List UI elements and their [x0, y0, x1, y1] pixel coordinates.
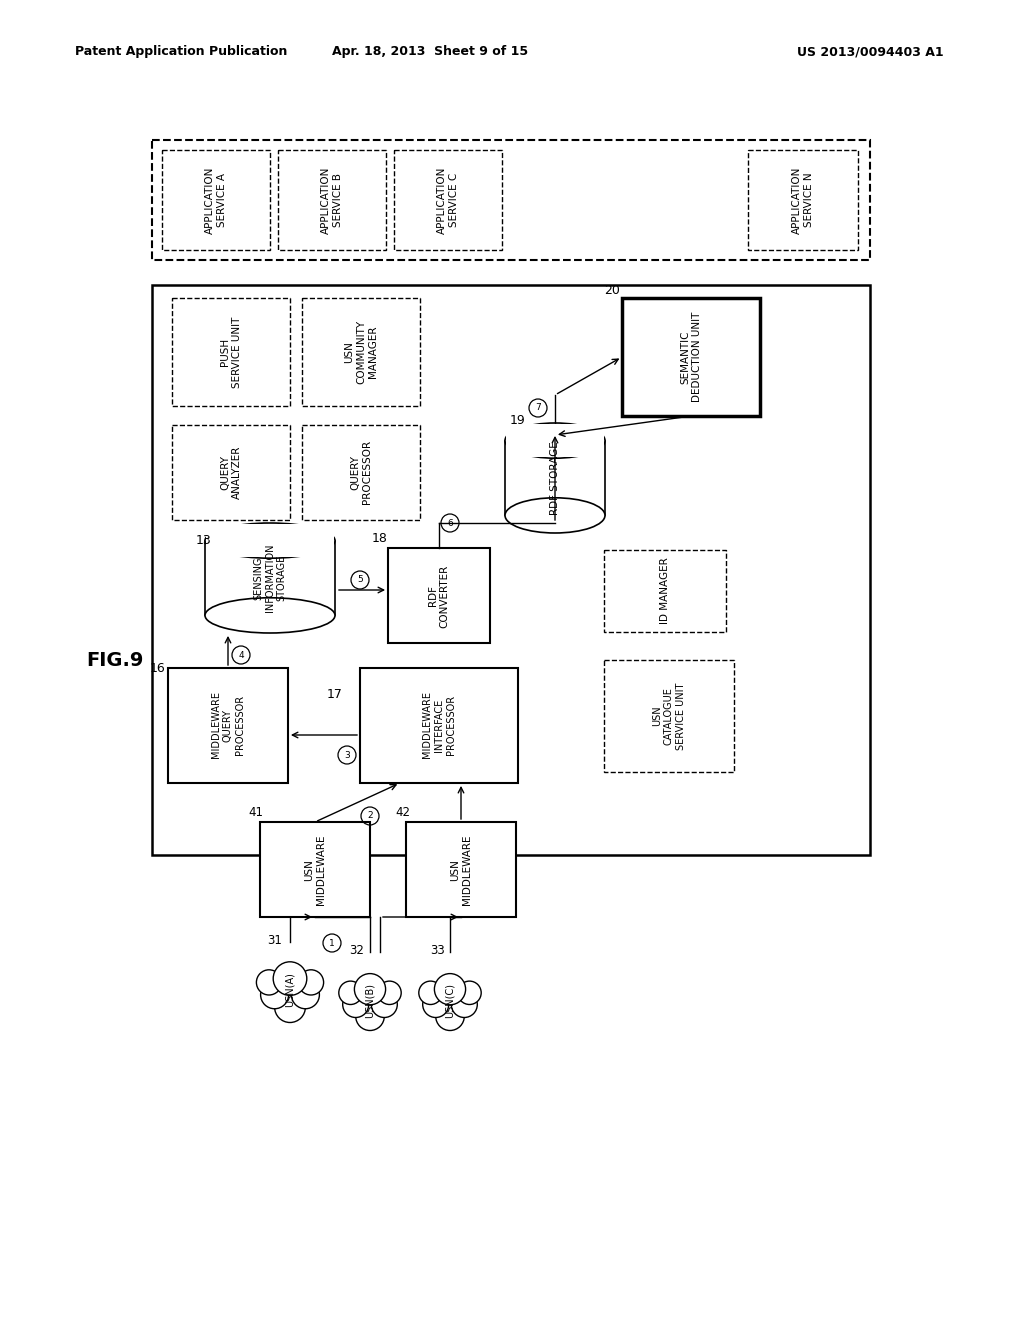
Bar [168, 668, 288, 783]
Circle shape [378, 981, 401, 1005]
Text: RDF
CONVERTER: RDF CONVERTER [428, 565, 450, 627]
Text: 33: 33 [430, 944, 444, 957]
Bar [260, 822, 370, 917]
Bar [360, 668, 518, 783]
Text: 16: 16 [150, 661, 166, 675]
Text: 2: 2 [368, 812, 373, 821]
Circle shape [355, 1002, 384, 1031]
Text: ID MANAGER: ID MANAGER [660, 557, 670, 624]
Text: 6: 6 [447, 519, 453, 528]
Text: QUERY
ANALYZER: QUERY ANALYZER [220, 445, 242, 499]
Text: USN
MIDDLEWARE: USN MIDDLEWARE [451, 834, 472, 906]
Circle shape [292, 981, 319, 1008]
Text: 31: 31 [267, 933, 282, 946]
Text: 3: 3 [344, 751, 350, 759]
Circle shape [339, 981, 362, 1005]
Text: 13: 13 [196, 533, 212, 546]
Circle shape [260, 981, 289, 1008]
Bar [162, 150, 270, 249]
Bar [172, 298, 290, 407]
Text: USN
COMMUNITY
MANAGER: USN COMMUNITY MANAGER [344, 319, 378, 384]
Bar [152, 140, 870, 260]
Text: 4: 4 [239, 651, 244, 660]
Text: 32: 32 [349, 944, 364, 957]
Bar [604, 660, 734, 772]
Circle shape [423, 991, 449, 1018]
Circle shape [372, 991, 397, 1018]
Text: APPLICATION
SERVICE C: APPLICATION SERVICE C [437, 166, 459, 234]
Bar [278, 150, 386, 249]
Bar [302, 425, 420, 520]
Text: 20: 20 [604, 284, 620, 297]
Ellipse shape [505, 498, 605, 533]
Circle shape [452, 991, 477, 1018]
Text: USN
CATALOGUE
SERVICE UNIT: USN CATALOGUE SERVICE UNIT [652, 682, 686, 750]
Circle shape [458, 981, 481, 1005]
Bar [506, 424, 604, 457]
Text: PUSH
SERVICE UNIT: PUSH SERVICE UNIT [220, 317, 242, 388]
Ellipse shape [505, 422, 605, 458]
Text: USN(C): USN(C) [445, 982, 455, 1018]
Text: 17: 17 [327, 689, 343, 701]
Text: APPLICATION
SERVICE B: APPLICATION SERVICE B [322, 166, 343, 234]
Text: 5: 5 [357, 576, 362, 585]
Circle shape [343, 991, 369, 1018]
Circle shape [434, 974, 466, 1005]
Bar [748, 150, 858, 249]
Ellipse shape [205, 598, 335, 634]
Bar [394, 150, 502, 249]
Text: SEMANTIC
DEDUCTION UNIT: SEMANTIC DEDUCTION UNIT [680, 312, 701, 403]
Text: 41: 41 [248, 805, 263, 818]
Circle shape [273, 962, 307, 995]
Bar [406, 822, 516, 917]
Bar [172, 425, 290, 520]
Ellipse shape [205, 523, 335, 558]
Text: USN
MIDDLEWARE: USN MIDDLEWARE [304, 834, 326, 906]
Circle shape [256, 970, 282, 995]
Bar [206, 524, 334, 557]
Text: 18: 18 [372, 532, 388, 544]
Text: 42: 42 [395, 805, 410, 818]
Bar [388, 548, 490, 643]
Circle shape [435, 1002, 464, 1031]
Text: US 2013/0094403 A1: US 2013/0094403 A1 [797, 45, 943, 58]
Text: FIG.9: FIG.9 [86, 651, 143, 669]
Circle shape [354, 974, 386, 1005]
Text: 7: 7 [536, 404, 541, 412]
Text: QUERY
PROCESSOR: QUERY PROCESSOR [350, 440, 372, 504]
Text: 19: 19 [510, 413, 525, 426]
Bar [205, 541, 335, 615]
Text: MIDDLEWARE
INTERFACE
PROCESSOR: MIDDLEWARE INTERFACE PROCESSOR [422, 692, 456, 759]
Text: USN(B): USN(B) [365, 982, 375, 1018]
Text: SENSING
INFORMATION
STORAGE: SENSING INFORMATION STORAGE [253, 544, 287, 612]
Circle shape [419, 981, 442, 1005]
Text: 1: 1 [329, 939, 335, 948]
Text: MIDDLEWARE
QUERY
PROCESSOR: MIDDLEWARE QUERY PROCESSOR [211, 692, 245, 759]
Bar [622, 298, 760, 416]
Bar [505, 441, 605, 515]
Text: APPLICATION
SERVICE N: APPLICATION SERVICE N [793, 166, 814, 234]
Circle shape [274, 991, 305, 1023]
Text: Apr. 18, 2013  Sheet 9 of 15: Apr. 18, 2013 Sheet 9 of 15 [332, 45, 528, 58]
Text: USN(A): USN(A) [285, 973, 295, 1007]
Text: Patent Application Publication: Patent Application Publication [75, 45, 288, 58]
Bar [302, 298, 420, 407]
Text: APPLICATION
SERVICE A: APPLICATION SERVICE A [205, 166, 226, 234]
Text: RDF STORAGE: RDF STORAGE [550, 441, 560, 515]
Bar [604, 550, 726, 632]
Bar [152, 285, 870, 855]
Circle shape [298, 970, 324, 995]
